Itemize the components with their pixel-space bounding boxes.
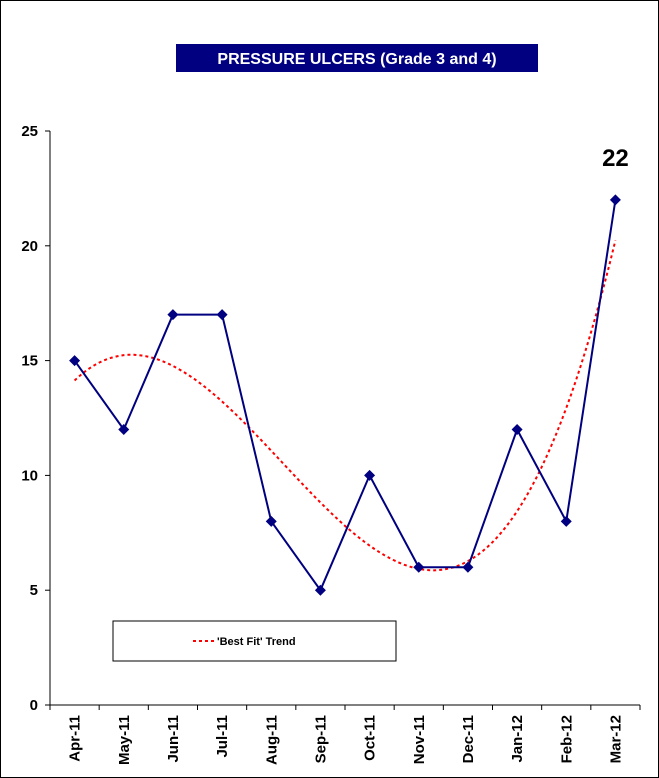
series-line	[73, 199, 617, 593]
y-tick-label: 15	[21, 353, 38, 370]
series-layer	[69, 194, 621, 596]
data-annotation: 22	[602, 145, 629, 172]
y-tick-label: 5	[30, 582, 38, 599]
x-axis-ticks: Apr-11 May-11 Jun-11 Jul-11 Aug-11 Sep-11 Oct-…	[49, 705, 641, 765]
x-tick-label: Aug-11	[263, 715, 280, 765]
data-point	[462, 561, 474, 573]
data-point	[314, 584, 326, 596]
data-point	[511, 423, 523, 435]
x-tick-label: Oct-11	[362, 715, 379, 761]
x-tick-label: Jan-12	[509, 715, 526, 763]
y-axis-ticks: 0 5 10 15 20 25	[21, 123, 50, 714]
x-tick-label: Sep-11	[312, 715, 329, 763]
x-tick-label: Nov-11	[411, 715, 428, 764]
x-tick-label: Mar-12	[607, 715, 624, 763]
chart-title-background	[176, 44, 538, 72]
x-tick-label: Jul-11	[214, 715, 231, 758]
data-point	[265, 515, 277, 527]
data-point	[69, 355, 81, 367]
trend-layer	[73, 240, 617, 572]
x-tick-label: Apr-11	[67, 715, 84, 762]
data-point	[413, 561, 425, 573]
chart-title: PRESSURE ULCERS (Grade 3 and 4)	[217, 51, 496, 68]
data-point	[560, 515, 572, 527]
legend-trend-label: 'Best Fit' Trend	[217, 636, 296, 648]
x-tick-label: May-11	[116, 715, 133, 765]
x-tick-label: Jun-11	[165, 715, 182, 763]
x-tick-label: Feb-12	[558, 715, 575, 763]
data-point	[167, 309, 179, 321]
x-tick-label: Dec-11	[460, 715, 477, 763]
y-tick-label: 25	[21, 123, 38, 140]
data-point	[609, 194, 621, 206]
data-point	[216, 309, 228, 321]
trend-line	[73, 240, 617, 572]
data-point	[118, 423, 130, 435]
y-tick-label: 0	[30, 697, 38, 714]
data-point	[364, 469, 376, 481]
y-tick-label: 20	[21, 238, 38, 255]
legend-box	[112, 620, 397, 662]
y-tick-label: 10	[21, 467, 38, 484]
legend: 'Best Fit' Trend	[112, 620, 397, 662]
